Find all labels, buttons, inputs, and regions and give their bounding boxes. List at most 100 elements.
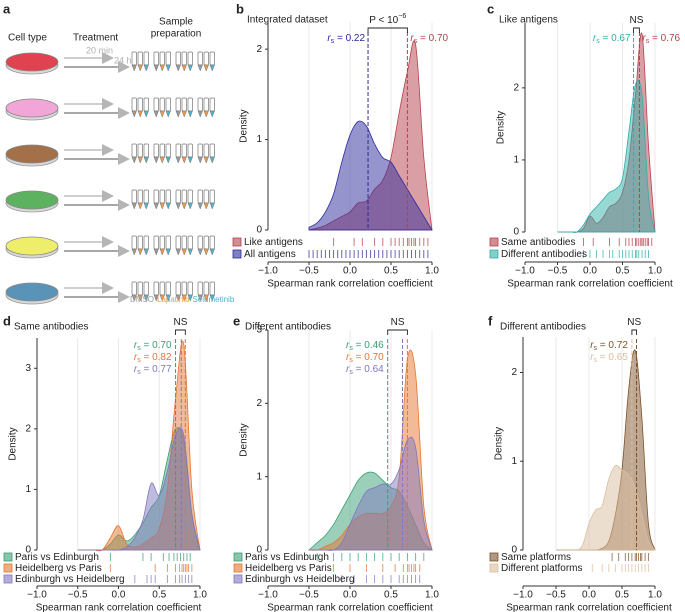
panel-letter: b: [236, 1, 244, 16]
drug-label: Lapatinib: [157, 295, 190, 304]
tube: [153, 97, 159, 112]
y-axis-label: Density: [494, 427, 505, 460]
tube-tip: [175, 294, 181, 302]
tube-tip: [159, 156, 165, 164]
tube-tip: [137, 110, 143, 118]
dish: [5, 190, 59, 210]
panel-title: Same antibodies: [14, 322, 89, 333]
tube-tip: [203, 248, 209, 256]
header: Sample: [159, 17, 193, 28]
tube: [187, 189, 193, 204]
legend-swatch: [489, 552, 499, 562]
tube: [159, 281, 165, 296]
legend-label: Heidelberg vs Paris: [15, 563, 102, 574]
tube-tip: [203, 64, 209, 72]
x-tick-label: −1.0: [27, 590, 47, 601]
tube-tip: [175, 202, 181, 210]
x-axis-label: Spearman rank correlation coefficient: [267, 279, 433, 290]
tube: [153, 189, 159, 204]
tube-tip: [165, 156, 171, 164]
median-label: rs = 0.64: [346, 364, 384, 377]
x-tick-label: −0.5: [299, 266, 319, 277]
tube: [181, 281, 187, 296]
tube-tip: [209, 294, 215, 302]
legend-swatch: [232, 237, 242, 247]
stat-subscript: s: [349, 345, 353, 352]
tube: [203, 97, 209, 112]
x-tick-label: 0.0: [582, 590, 596, 601]
y-axis-label: Density: [239, 109, 250, 142]
stat-symbol: r: [134, 364, 138, 375]
tube-tip: [159, 248, 165, 256]
tube-tip: [137, 156, 143, 164]
tube: [153, 281, 159, 296]
legend-label: Same antibodies: [501, 237, 576, 248]
tube-tip: [203, 110, 209, 118]
tube-tip: [187, 294, 193, 302]
tube: [187, 51, 193, 66]
significance-bracket: [631, 329, 637, 335]
x-tick-label: 0.0: [343, 266, 357, 277]
legend-label: Paris vs Edinburgh: [15, 552, 99, 563]
y-tick-label: 0: [511, 545, 517, 556]
drug-label: Selumetinib: [192, 295, 234, 304]
tube: [137, 235, 143, 250]
tube-tip: [187, 202, 193, 210]
x-tick-label: 1.0: [648, 590, 662, 601]
tube: [203, 189, 209, 204]
tube-tip: [143, 64, 149, 72]
panel-title: Like antigens: [499, 15, 558, 26]
stat-subscript: s: [414, 38, 418, 45]
median-label: rs = 0.72: [590, 340, 628, 353]
y-tick-label: 3: [25, 363, 31, 374]
dish: [5, 144, 59, 164]
tube-tip: [153, 156, 159, 164]
stat-subscript: s: [594, 345, 598, 352]
tube-tip: [137, 294, 143, 302]
tube: [181, 97, 187, 112]
tube: [137, 51, 143, 66]
tube-tip: [175, 156, 181, 164]
legend-swatch: [233, 563, 243, 573]
legend-label: Edinburgh vs Heidelberg: [15, 574, 125, 585]
y-tick-label: 2: [256, 398, 262, 409]
tube-tip: [187, 156, 193, 164]
legend-swatch: [232, 249, 242, 259]
y-tick-label: 2: [511, 367, 517, 378]
tube-tip: [187, 64, 193, 72]
tube-tip: [181, 64, 187, 72]
tube-tip: [153, 202, 159, 210]
median-value: = 0.70: [417, 33, 448, 44]
density-area: [557, 79, 656, 233]
tube-tip: [203, 294, 209, 302]
legend-swatch: [489, 237, 499, 247]
y-tick-label: 2: [513, 83, 519, 94]
stat-symbol: r: [642, 33, 646, 44]
tube-tip: [159, 110, 165, 118]
tube-tip: [143, 202, 149, 210]
tube: [165, 235, 171, 250]
x-tick-label: −0.5: [548, 266, 568, 277]
panel-letter: f: [488, 313, 493, 328]
tube-tip: [187, 110, 193, 118]
x-tick-label: 0.5: [384, 590, 398, 601]
stat-subscript: s: [137, 345, 141, 352]
stat-symbol: r: [346, 340, 350, 351]
duration: 20 min: [86, 45, 113, 55]
tube: [143, 97, 149, 112]
significance-exponent: −6: [398, 13, 406, 20]
tube-tip: [165, 64, 171, 72]
dish: [5, 282, 59, 302]
stat-subscript: s: [646, 38, 650, 45]
tube-tip: [197, 110, 203, 118]
y-tick-label: 1: [511, 456, 517, 467]
tube: [137, 143, 143, 158]
x-tick-label: 0.5: [616, 266, 630, 277]
legend-swatch: [233, 574, 243, 584]
tube-tip: [143, 110, 149, 118]
tube-tip: [143, 294, 149, 302]
tube: [131, 143, 137, 158]
tube: [181, 51, 187, 66]
tube-tip: [197, 248, 203, 256]
